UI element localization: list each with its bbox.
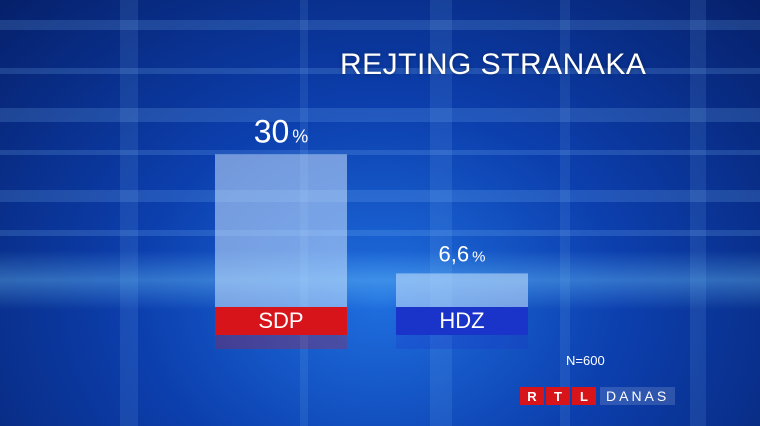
rtl-letter-t: T (546, 387, 570, 405)
category-box-sdp (215, 307, 347, 335)
channel-logo: R T L DANAS (520, 386, 676, 406)
show-name: DANAS (600, 387, 676, 405)
category-box-hdz (396, 307, 528, 335)
category-label-hdz: HDZ (439, 308, 484, 333)
sample-size-note: N=600 (566, 353, 605, 368)
rtl-logo: R T L (520, 387, 596, 405)
bar-sdp (215, 154, 347, 307)
category-reflection-hdz (396, 335, 528, 349)
rtl-letter-r: R (520, 387, 544, 405)
category-reflection-sdp (215, 335, 347, 349)
rtl-letter-l: L (572, 387, 596, 405)
value-label-sdp: 30% (254, 113, 309, 149)
category-label-sdp: SDP (258, 308, 303, 333)
chart-title: REJTING STRANAKA (340, 48, 647, 81)
bar-hdz (396, 273, 528, 307)
value-label-hdz: 6,6% (439, 241, 486, 266)
